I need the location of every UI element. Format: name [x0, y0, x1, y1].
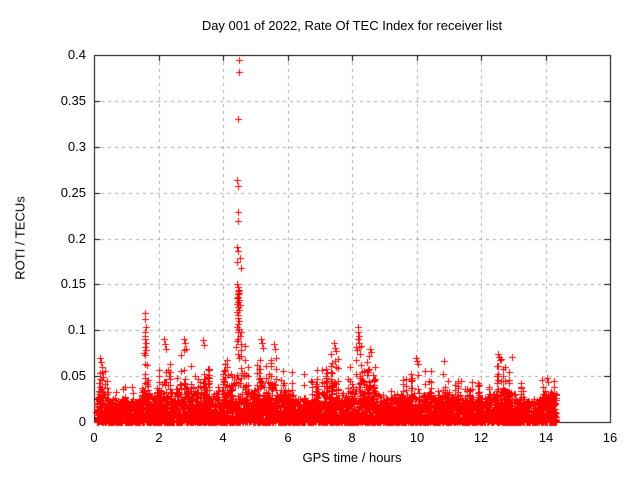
y-tick-label: 0.35 [60, 93, 86, 108]
y-tick-label: 0.2 [67, 231, 86, 246]
x-tick-label: 12 [473, 430, 489, 445]
x-axis-title: GPS time / hours [302, 450, 402, 465]
x-tick-label: 6 [284, 430, 292, 445]
x-tick-label: 4 [219, 430, 227, 445]
y-tick-label: 0.3 [67, 139, 86, 154]
x-tick-label: 0 [90, 430, 98, 445]
y-tick-label: 0.25 [60, 185, 86, 200]
y-tick-label: 0.4 [67, 47, 86, 62]
x-tick-label: 8 [348, 430, 356, 445]
x-tick-label: 10 [409, 430, 425, 445]
y-tick-label: 0 [78, 414, 86, 429]
x-tick-label: 16 [602, 430, 618, 445]
y-tick-label: 0.1 [67, 322, 86, 337]
y-tick-label: 0.05 [60, 368, 86, 383]
x-tick-label: 14 [538, 430, 554, 445]
x-tick-label: 2 [155, 430, 163, 445]
y-tick-label: 0.15 [60, 276, 86, 291]
chart-title: Day 001 of 2022, Rate Of TEC Index for r… [201, 18, 503, 33]
